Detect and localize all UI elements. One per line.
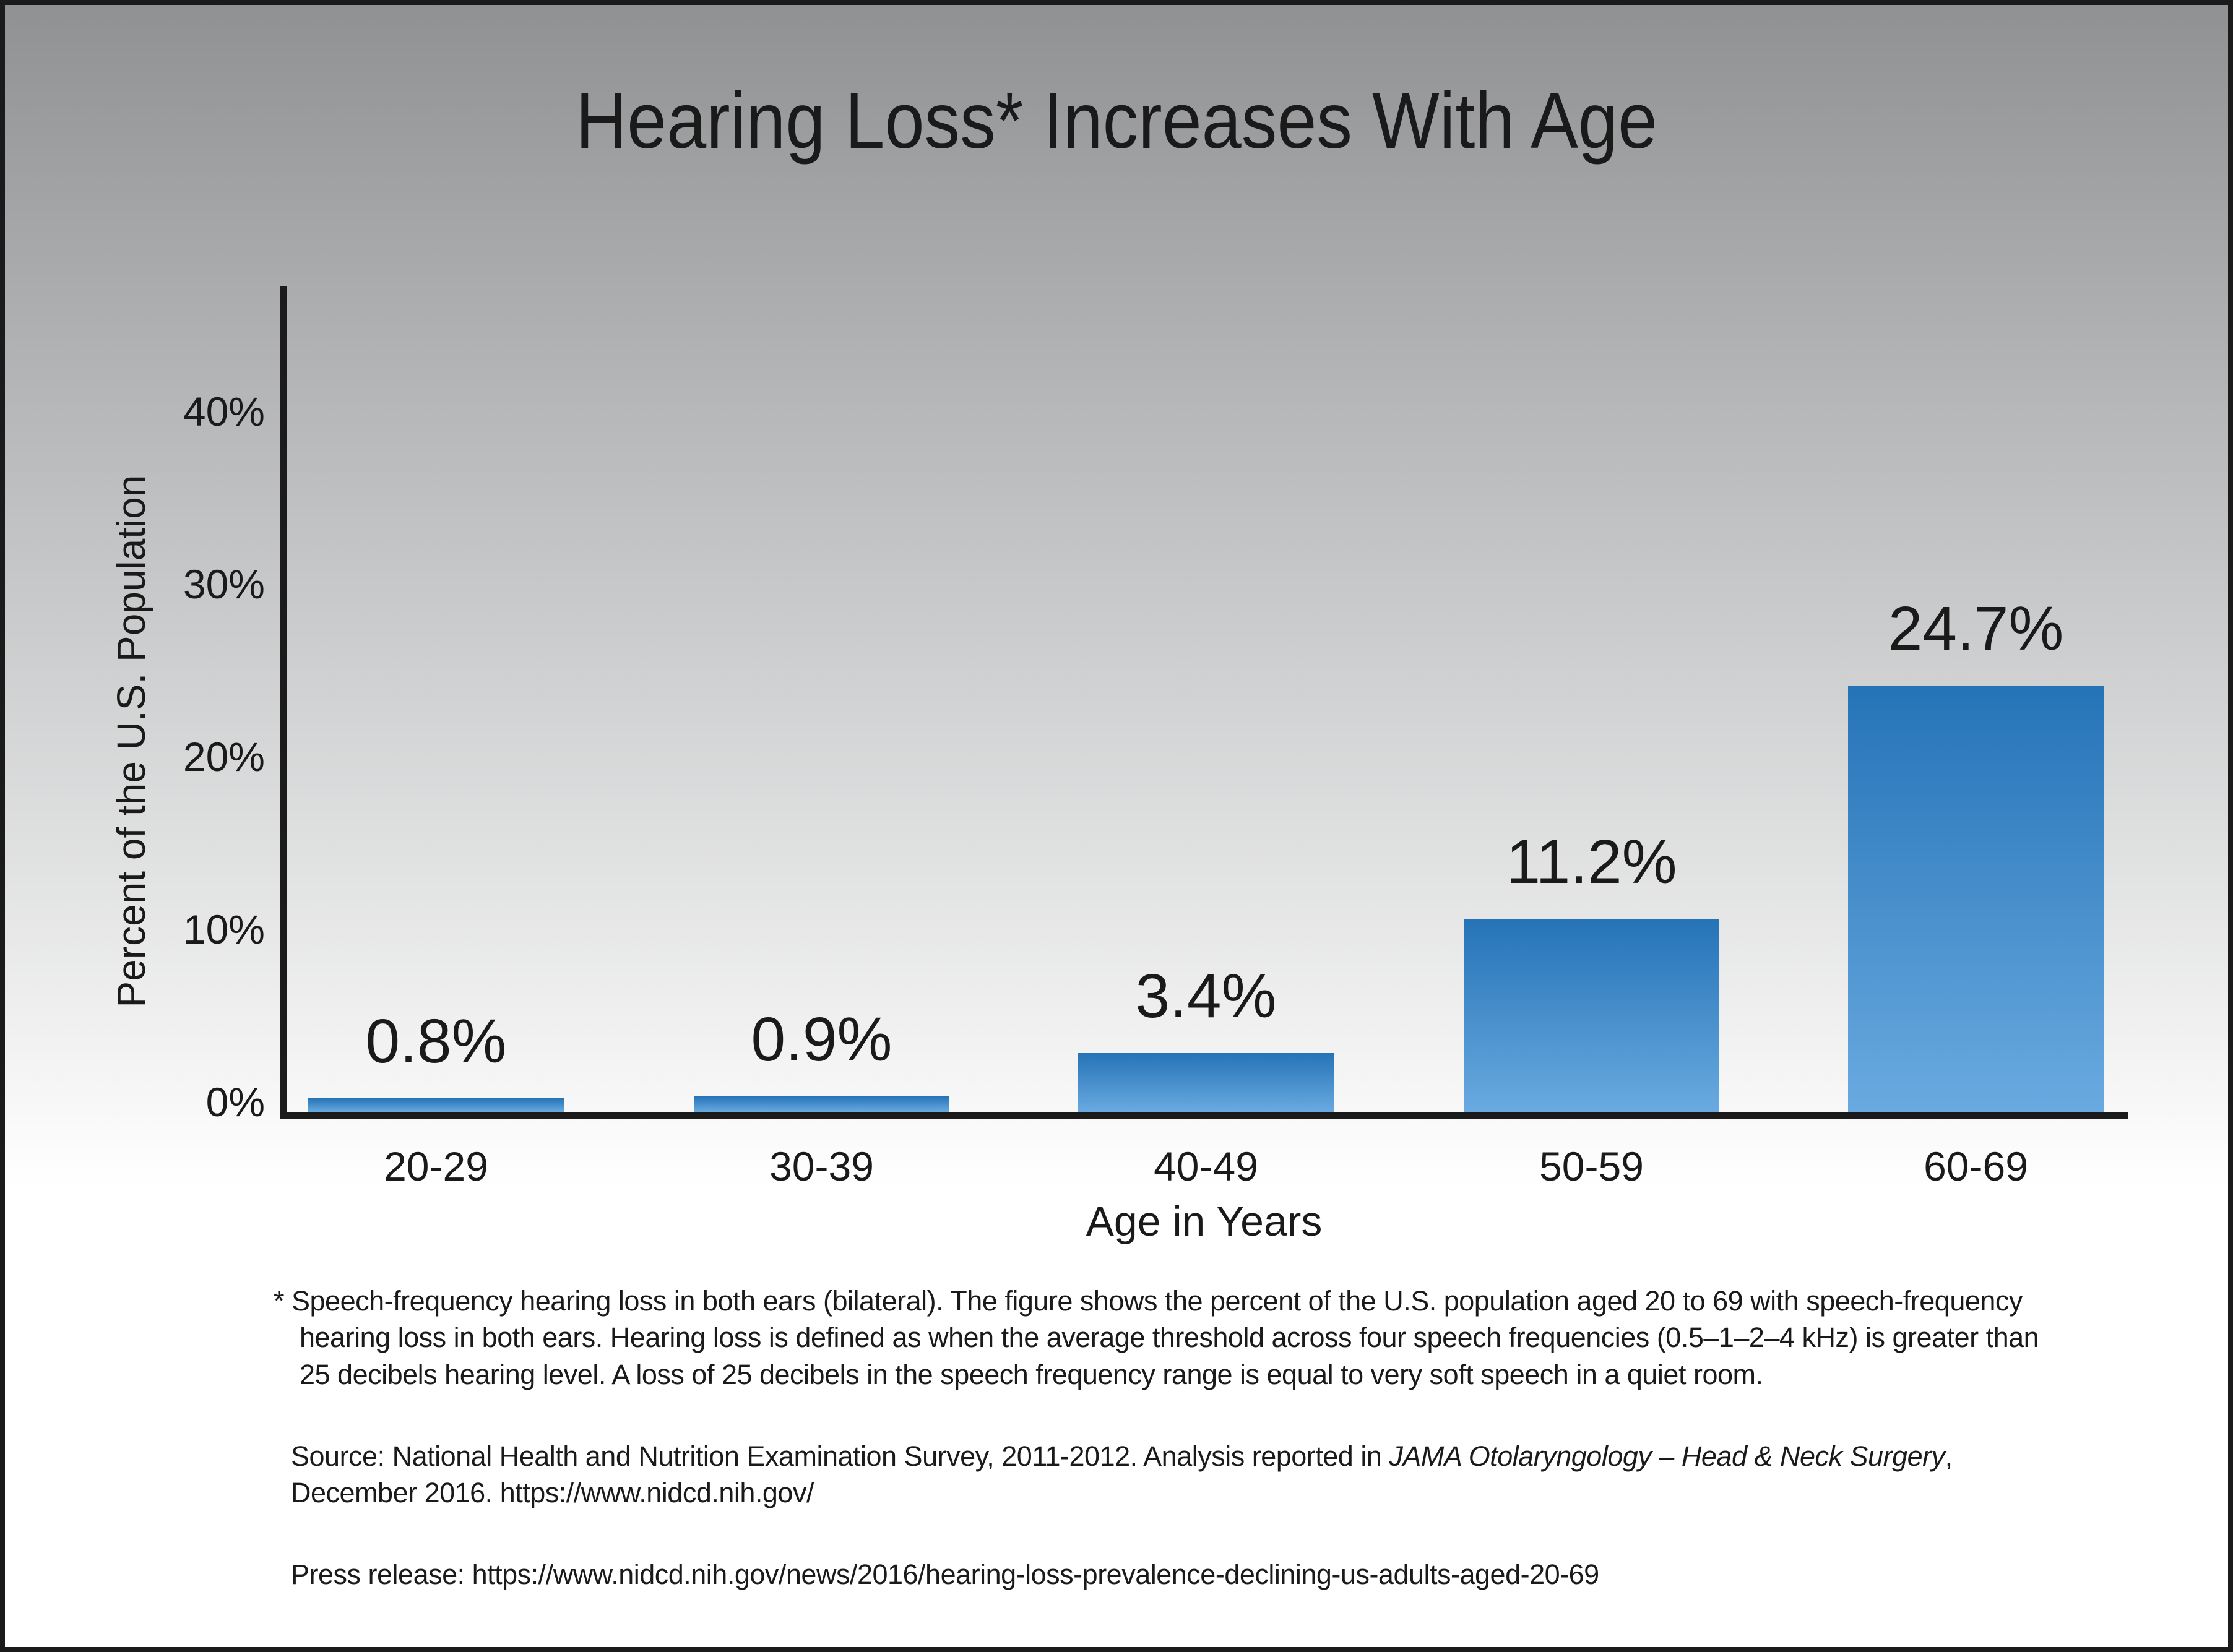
- source-journal-name: JAMA Otolaryngology – Head & Neck Surger…: [1389, 1440, 1945, 1472]
- bar-40-49: [1078, 1053, 1334, 1112]
- bar-group-60-69: 24.7% 60-69: [1848, 286, 2104, 1189]
- y-tick-label-40: 40%: [183, 389, 265, 434]
- x-axis-title: Age in Years: [1086, 1198, 1323, 1245]
- x-category-label: 50-59: [1539, 1143, 1644, 1189]
- press-release-line: Press release: https://www.nidcd.nih.gov…: [291, 1559, 1599, 1590]
- bar-group-50-59: 11.2% 50-59: [1464, 286, 1719, 1189]
- footnote-line-2: hearing loss in both ears. Hearing loss …: [300, 1322, 2039, 1353]
- bar-value-label: 11.2%: [1506, 827, 1677, 897]
- bar-60-69: [1848, 686, 2104, 1112]
- bar-20-29: [308, 1098, 564, 1112]
- x-category-label: 30-39: [769, 1143, 874, 1189]
- bar-group-30-39: 0.9% 30-39: [694, 286, 949, 1189]
- y-tick-label-30: 30%: [183, 561, 265, 607]
- source-text-suffix: ,: [1945, 1440, 1953, 1472]
- source-line-1: Source: National Health and Nutrition Ex…: [291, 1437, 1953, 1476]
- bar-50-59: [1464, 919, 1719, 1112]
- bar-group-20-29: 0.8% 20-29: [308, 286, 564, 1189]
- y-tick-label-0: 0%: [205, 1079, 265, 1125]
- x-category-label: 20-29: [384, 1143, 488, 1189]
- bar-value-label: 24.7%: [1888, 594, 2064, 663]
- footnote-line-1: * Speech-frequency hearing loss in both …: [274, 1285, 2023, 1317]
- bar-value-label: 0.8%: [365, 1007, 507, 1076]
- bar-group-40-49: 3.4% 40-49: [1078, 286, 1334, 1189]
- bar-value-label: 0.9%: [751, 1005, 892, 1074]
- plot-area: 0.8% 20-29 0.9% 30-39 3.4% 40-49 11.2% 5…: [280, 286, 2128, 1189]
- bar-value-label: 3.4%: [1135, 962, 1277, 1031]
- bar-30-39: [694, 1096, 949, 1112]
- source-line-2: December 2016. https://www.nidcd.nih.gov…: [291, 1477, 814, 1508]
- y-tick-label-10: 10%: [183, 906, 265, 952]
- x-category-label: 60-69: [1924, 1143, 2028, 1189]
- source-text: Source: National Health and Nutrition Ex…: [291, 1440, 1389, 1472]
- y-tick-label-20: 20%: [183, 734, 265, 780]
- footnote-line-3: 25 decibels hearing level. A loss of 25 …: [300, 1359, 1763, 1390]
- chart-title: Hearing Loss* Increases With Age: [575, 77, 1658, 165]
- x-category-label: 40-49: [1154, 1143, 1258, 1189]
